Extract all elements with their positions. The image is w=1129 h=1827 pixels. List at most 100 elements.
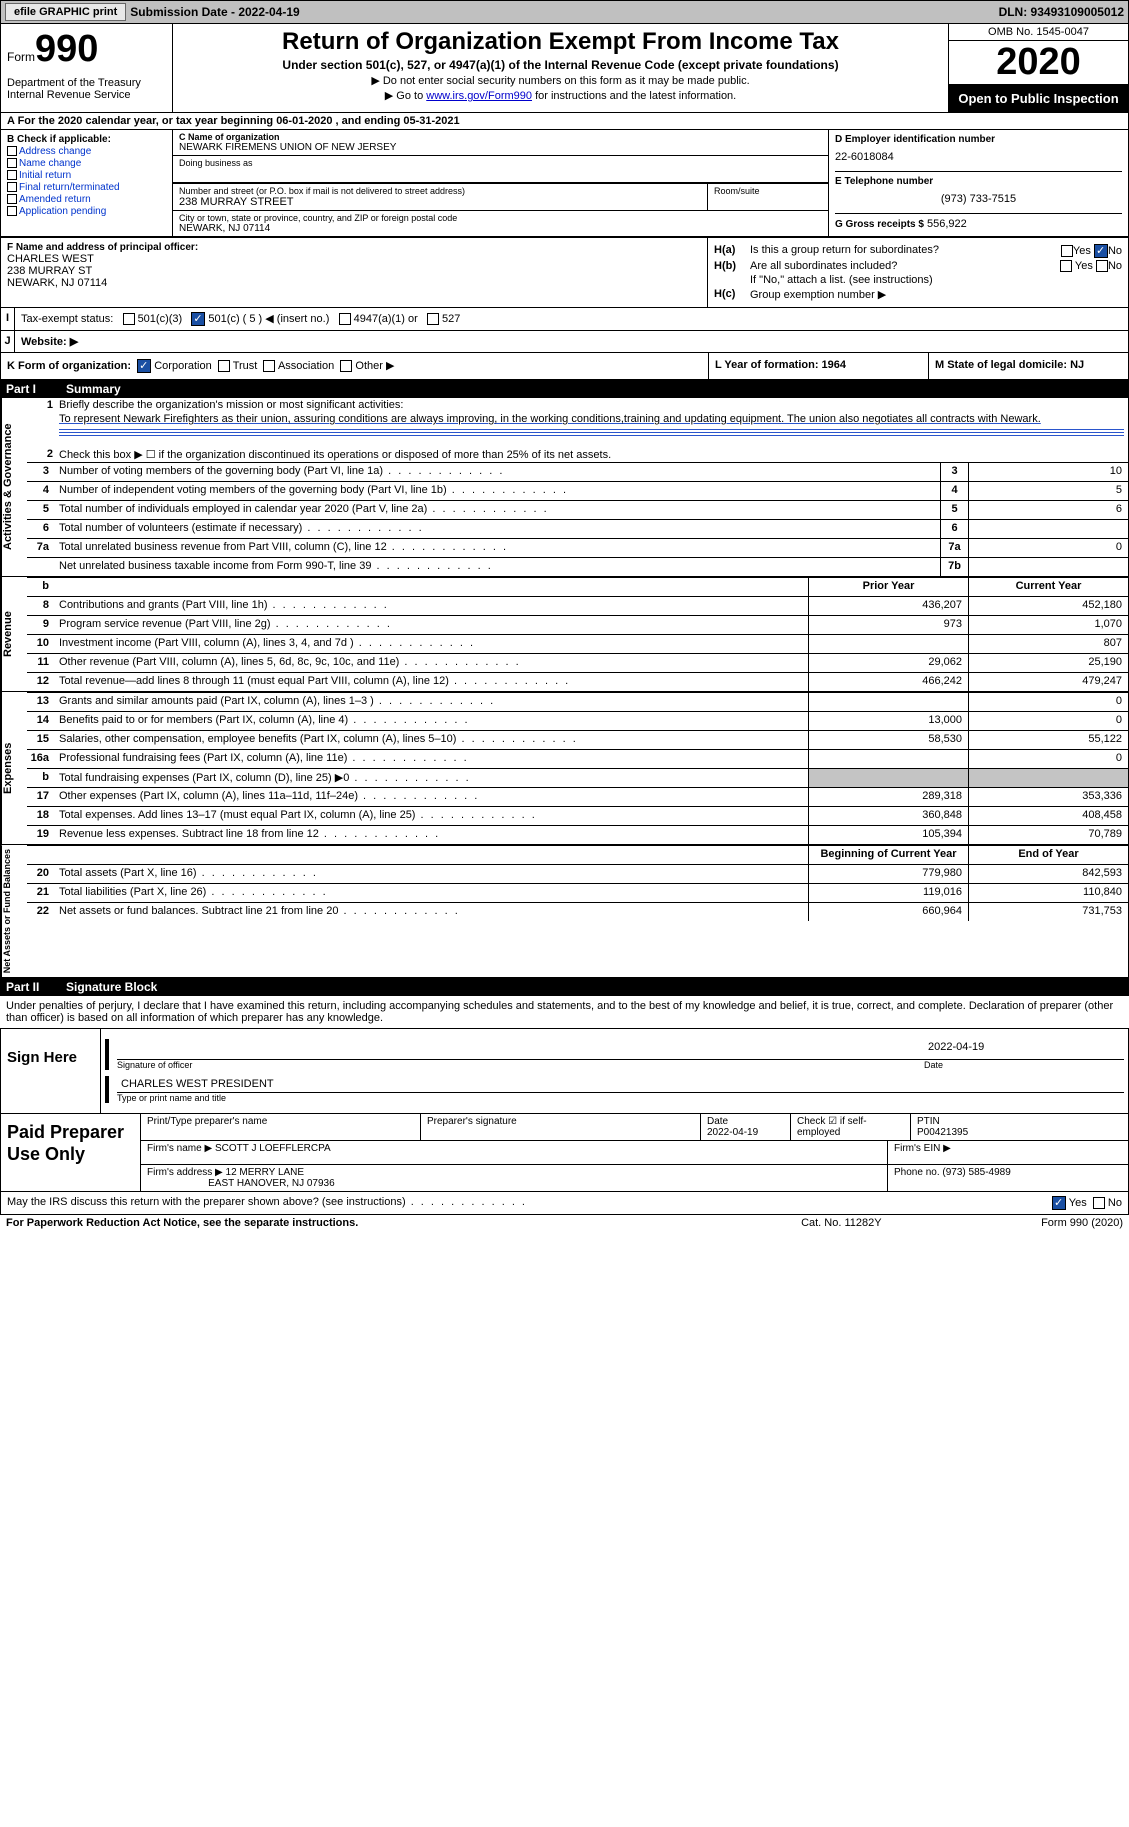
summary-row: 22Net assets or fund balances. Subtract …	[27, 902, 1128, 921]
firm-ein-label: Firm's EIN ▶	[888, 1141, 1128, 1164]
summary-row: 7aTotal unrelated business revenue from …	[27, 538, 1128, 557]
check-item[interactable]: Address change	[7, 146, 166, 157]
top-bar: efile GRAPHIC print Submission Date - 20…	[0, 0, 1129, 24]
form-title: Return of Organization Exempt From Incom…	[181, 28, 940, 56]
ein-label: D Employer identification number	[835, 134, 1122, 145]
paperwork-notice: For Paperwork Reduction Act Notice, see …	[6, 1217, 801, 1229]
firm-name: SCOTT J LOEFFLERCPA	[215, 1143, 331, 1154]
department: Department of the Treasury Internal Reve…	[7, 77, 166, 101]
sign-here-label: Sign Here	[1, 1029, 101, 1113]
org-name: NEWARK FIREMENS UNION OF NEW JERSEY	[179, 142, 822, 153]
checkbox-other[interactable]	[340, 360, 352, 372]
summary-row: 12Total revenue—add lines 8 through 11 (…	[27, 672, 1128, 691]
ha-label: H(a)	[714, 244, 750, 258]
summary-row: 16aProfessional fundraising fees (Part I…	[27, 749, 1128, 768]
form-ref: Form 990 (2020)	[1041, 1217, 1123, 1229]
summary-row: 10Investment income (Part VIII, column (…	[27, 634, 1128, 653]
checkbox-501c[interactable]	[191, 312, 205, 326]
preparer-sig-h: Preparer's signature	[421, 1114, 701, 1140]
open-inspection: Open to Public Inspection	[949, 85, 1128, 112]
revenue-section: Revenue b Prior Year Current Year 8Contr…	[0, 577, 1129, 692]
info-block: B Check if applicable: Address changeNam…	[0, 130, 1129, 237]
signature-block: Under penalties of perjury, I declare th…	[0, 996, 1129, 1215]
checkbox-527[interactable]	[427, 313, 439, 325]
summary-row: 17Other expenses (Part IX, column (A), l…	[27, 787, 1128, 806]
street-address: 238 MURRAY STREET	[179, 196, 701, 208]
form-number: 990	[35, 28, 98, 70]
expenses-label: Expenses	[1, 692, 27, 844]
efile-print-button[interactable]: efile GRAPHIC print	[5, 3, 126, 21]
line2-text: Check this box ▶ ☐ if the organization d…	[59, 448, 1124, 461]
summary-row: bTotal fundraising expenses (Part IX, co…	[27, 768, 1128, 787]
street-label: Number and street (or P.O. box if mail i…	[179, 186, 701, 196]
summary-row: 14Benefits paid to or for members (Part …	[27, 711, 1128, 730]
netassets-section: Net Assets or Fund Balances Beginning of…	[0, 845, 1129, 978]
checkbox-4947[interactable]	[339, 313, 351, 325]
summary-row: 20Total assets (Part X, line 16)779,9808…	[27, 864, 1128, 883]
revenue-header: b Prior Year Current Year	[27, 577, 1128, 596]
ha-text: Is this a group return for subordinates?	[750, 244, 1061, 258]
revenue-label: Revenue	[1, 577, 27, 691]
checkbox-501c3[interactable]	[123, 313, 135, 325]
form-subtitle: Under section 501(c), 527, or 4947(a)(1)…	[181, 58, 940, 72]
discuss-text: May the IRS discuss this return with the…	[7, 1196, 1052, 1210]
telephone: (973) 733-7515	[835, 193, 1122, 205]
ptin: P00421395	[917, 1127, 968, 1138]
check-item[interactable]: Initial return	[7, 170, 166, 181]
status-I: I	[1, 308, 15, 330]
name-title-label: Type or print name and title	[117, 1093, 1124, 1103]
summary-row: Net unrelated business taxable income fr…	[27, 557, 1128, 576]
dln: DLN: 93493109005012	[999, 5, 1124, 19]
hb-note: If "No," attach a list. (see instruction…	[750, 274, 1122, 286]
form990-link[interactable]: www.irs.gov/Form990	[426, 90, 532, 102]
check-item[interactable]: Application pending	[7, 206, 166, 217]
check-item[interactable]: Final return/terminated	[7, 182, 166, 193]
part2-header: Part II Signature Block	[0, 978, 1129, 996]
omb-number: OMB No. 1545-0047	[949, 24, 1128, 41]
officer-name: CHARLES WEST	[7, 253, 701, 265]
checkbox-corp[interactable]	[137, 359, 151, 373]
hb-text: Are all subordinates included?	[750, 260, 1060, 272]
preparer-date: 2022-04-19	[707, 1127, 758, 1138]
checkbox-assoc[interactable]	[263, 360, 275, 372]
preparer-name-h: Print/Type preparer's name	[141, 1114, 421, 1140]
governance-section: Activities & Governance 1Briefly describ…	[0, 398, 1129, 577]
check-item[interactable]: Amended return	[7, 194, 166, 205]
firm-addr2: EAST HANOVER, NJ 07936	[208, 1178, 335, 1189]
summary-row: 9Program service revenue (Part VIII, lin…	[27, 615, 1128, 634]
check-item[interactable]: Name change	[7, 158, 166, 169]
org-name-label: C Name of organization	[179, 132, 822, 142]
col-b-header: B Check if applicable:	[7, 134, 166, 145]
form-header: Form990 Department of the Treasury Inter…	[0, 24, 1129, 113]
summary-row: 19Revenue less expenses. Subtract line 1…	[27, 825, 1128, 844]
footer: For Paperwork Reduction Act Notice, see …	[0, 1215, 1129, 1231]
col-b-checks: B Check if applicable: Address changeNam…	[1, 130, 173, 236]
cat-no: Cat. No. 11282Y	[801, 1217, 1041, 1229]
firm-phone: (973) 585-4989	[942, 1167, 1010, 1178]
website-J: J	[1, 331, 15, 352]
tax-year-range: A For the 2020 calendar year, or tax yea…	[0, 113, 1129, 130]
mission-label: Briefly describe the organization's miss…	[59, 399, 1124, 411]
checkbox-trust[interactable]	[218, 360, 230, 372]
netassets-label: Net Assets or Fund Balances	[1, 845, 27, 977]
summary-row: 18Total expenses. Add lines 13–17 (must …	[27, 806, 1128, 825]
form-label: Form	[7, 50, 35, 64]
gross-receipts: 556,922	[927, 218, 967, 230]
gross-receipts-label: G Gross receipts $	[835, 219, 924, 230]
summary-row: 21Total liabilities (Part X, line 26)119…	[27, 883, 1128, 902]
submission-date: Submission Date - 2022-04-19	[130, 5, 299, 19]
sig-date: 2022-04-19	[924, 1039, 1124, 1059]
summary-row: 5Total number of individuals employed in…	[27, 500, 1128, 519]
declaration-text: Under penalties of perjury, I declare th…	[0, 996, 1129, 1028]
form-note-2: ▶ Go to www.irs.gov/Form990 for instruct…	[181, 89, 940, 102]
telephone-label: E Telephone number	[835, 176, 1122, 187]
ein: 22-6018084	[835, 151, 1122, 163]
officer-name-title: CHARLES WEST PRESIDENT	[117, 1076, 1124, 1092]
state-domicile: M State of legal domicile: NJ	[928, 353, 1128, 379]
tax-status-row: I Tax-exempt status: 501(c)(3) 501(c) ( …	[0, 307, 1129, 330]
firm-addr1: 12 MERRY LANE	[226, 1167, 305, 1178]
ha-yesno: Yes No	[1061, 244, 1122, 258]
summary-row: 4Number of independent voting members of…	[27, 481, 1128, 500]
room-label: Room/suite	[708, 184, 828, 210]
website-text: Website: ▶	[15, 331, 1128, 352]
